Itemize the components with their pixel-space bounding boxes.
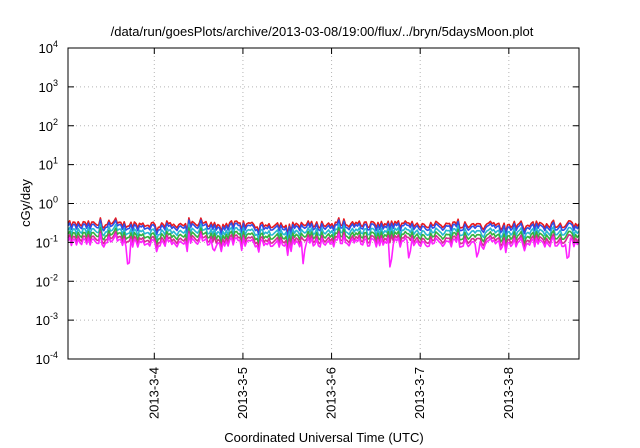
- y-tick-label: 102: [39, 117, 58, 134]
- y-tick-label: 10-2: [36, 272, 58, 289]
- series-line: [67, 230, 580, 253]
- x-tick-label: 2013-3-8: [501, 367, 516, 419]
- series-line: [67, 227, 580, 249]
- series-group: [67, 217, 580, 268]
- y-tick-label: 10-4: [36, 350, 58, 367]
- x-tick-label: 2013-3-5: [235, 367, 250, 419]
- x-tick-label: 2013-3-7: [412, 367, 427, 419]
- y-tick-label: 10-1: [36, 233, 58, 250]
- y-tick-label: 104: [39, 39, 58, 56]
- series-line: [67, 223, 580, 244]
- grid: [68, 48, 579, 359]
- chart-title: /data/run/goesPlots/archive/2013-03-08/1…: [111, 24, 534, 39]
- y-tick-label: 101: [39, 156, 58, 173]
- series-line: [67, 233, 580, 268]
- series-line: [67, 219, 580, 239]
- x-axis-label: Coordinated Universal Time (UTC): [224, 430, 423, 445]
- series-line: [67, 217, 580, 236]
- y-axis-label: cGy/day: [18, 179, 33, 227]
- y-tick-label: 100: [39, 195, 58, 212]
- y-tick-label: 10-3: [36, 311, 58, 328]
- y-tick-label: 103: [39, 78, 58, 95]
- x-tick-label: 2013-3-4: [146, 367, 161, 419]
- x-tick-label: 2013-3-6: [324, 367, 339, 419]
